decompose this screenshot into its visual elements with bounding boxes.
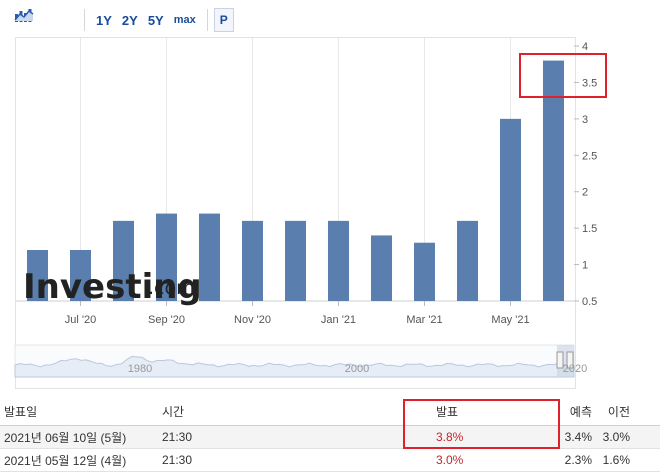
row-previous: 3.0% xyxy=(596,425,660,449)
row-actual: 3.0% xyxy=(414,448,535,472)
release-table: 발표일 시간 발표 예측 이전 2021년 06월 10일 (5월) 21:30… xyxy=(0,398,660,472)
bar-jul-20 xyxy=(70,250,91,301)
y-tick-label: 3.5 xyxy=(582,77,597,89)
header-actual: 발표 xyxy=(414,398,535,426)
toolbar-divider xyxy=(84,9,85,31)
y-tick-label: 2 xyxy=(582,187,588,199)
header-date: 발표일 xyxy=(0,398,158,426)
bar-nov-20 xyxy=(242,220,263,301)
p-button[interactable]: P xyxy=(213,8,234,32)
chart-bars xyxy=(27,60,564,302)
x-tick-label: Sep '20 xyxy=(148,314,185,326)
bar-dec-20 xyxy=(285,220,306,301)
row-date: 2021년 05월 12일 (4월) xyxy=(0,448,158,472)
bar-mar-21 xyxy=(414,242,435,301)
table-row: 2021년 06월 10일 (5월) 21:30 3.8% 3.4% 3.0% xyxy=(0,425,660,449)
y-tick-label: 2.5 xyxy=(582,150,597,162)
y-tick-label: 3 xyxy=(582,114,588,126)
y-axis-ticks: 0.5 1 1.5 2 2.5 3 3.5 4 xyxy=(574,41,597,308)
bar-aug-20 xyxy=(113,220,134,301)
navigator-handle[interactable] xyxy=(566,351,574,369)
chart-toolbar: 1Y 2Y 5Y max P xyxy=(14,8,234,32)
header-forecast: 예측 xyxy=(535,398,596,426)
bar-feb-21 xyxy=(371,235,392,301)
header-previous: 이전 xyxy=(596,398,660,426)
navigator-handle[interactable] xyxy=(556,351,564,369)
chart-frame xyxy=(15,37,576,389)
watermark-logo: Investing .com xyxy=(23,267,202,307)
range-5y-button[interactable]: 5Y xyxy=(147,12,164,28)
navigator-label: 2000 xyxy=(345,363,369,375)
row-previous: 1.6% xyxy=(596,448,660,472)
row-forecast: 3.4% xyxy=(535,425,596,449)
watermark-suffix: .com xyxy=(148,277,195,299)
navigator-label: 2020 xyxy=(563,363,587,375)
x-tick-label: Mar '21 xyxy=(406,314,442,326)
bar-sep-20 xyxy=(156,213,177,301)
table-row: 2021년 05월 12일 (4월) 21:30 3.0% 2.3% 1.6% xyxy=(0,448,660,472)
row-date: 2021년 06월 10일 (5월) xyxy=(0,425,158,449)
range-navigator[interactable]: 1980 2000 2020 xyxy=(14,344,587,378)
bar-chart: Jul '20 Sep '20 Nov '20 Jan '21 Mar '21 May '… xyxy=(14,38,597,378)
x-tick-label: Nov '20 xyxy=(234,314,271,326)
row-actual: 3.8% xyxy=(414,425,535,449)
range-max-button[interactable]: max xyxy=(173,14,196,26)
header-time: 시간 xyxy=(158,398,414,426)
navigator-series xyxy=(14,355,575,378)
toolbar-divider xyxy=(206,9,208,31)
x-axis-ticks: Jul '20 Sep '20 Nov '20 Jan '21 Mar '21 May '… xyxy=(65,301,530,326)
y-tick-label: 1 xyxy=(582,260,588,272)
y-tick-label: 1.5 xyxy=(582,223,597,235)
bar-oct-20 xyxy=(199,213,220,301)
line-chart-icon[interactable] xyxy=(14,8,78,32)
table-header-row: 발표일 시간 발표 예측 이전 xyxy=(0,398,660,426)
row-time: 21:30 xyxy=(158,425,414,449)
range-1y-button[interactable]: 1Y xyxy=(96,12,112,28)
bar-jun-20 xyxy=(27,250,48,301)
bar-may-21 xyxy=(500,118,521,301)
row-time: 21:30 xyxy=(158,448,414,472)
watermark-main: Investing xyxy=(23,267,202,307)
y-tick-label: 0.5 xyxy=(582,296,597,308)
bar-jan-21 xyxy=(328,220,349,301)
row-forecast: 2.3% xyxy=(535,448,596,472)
bar-apr-21 xyxy=(457,220,478,301)
y-tick-label: 4 xyxy=(582,41,588,53)
x-tick-label: May '21 xyxy=(491,314,529,326)
navigator-label: 1980 xyxy=(128,363,152,375)
x-tick-label: Jan '21 xyxy=(321,314,356,326)
x-tick-label: Jul '20 xyxy=(65,314,96,326)
bar-jun-21 xyxy=(543,60,564,302)
range-2y-button[interactable]: 2Y xyxy=(121,12,138,28)
